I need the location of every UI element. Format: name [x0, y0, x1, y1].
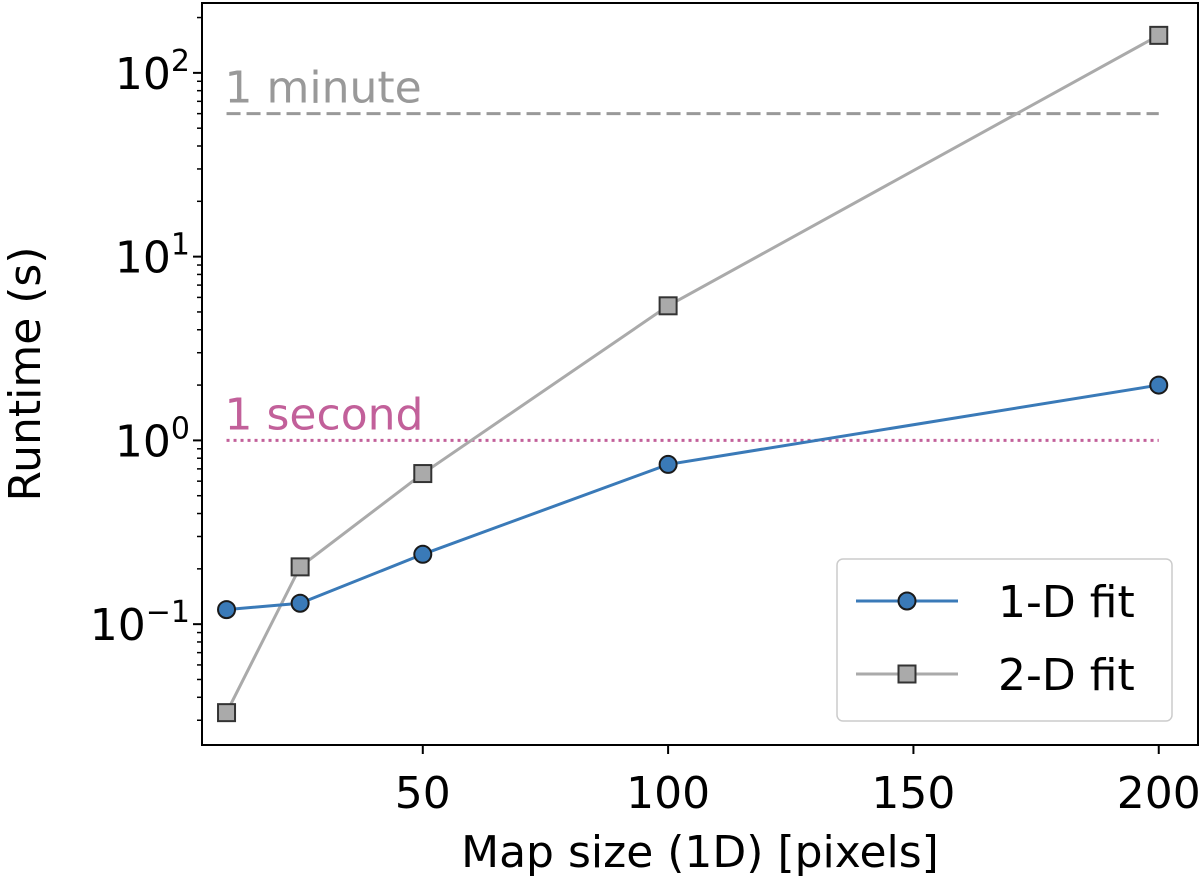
y-tick-label: 10−1	[90, 595, 190, 651]
y-tick-label-exponent: 0	[171, 411, 190, 446]
data-point-circle	[413, 544, 433, 564]
legend: 1-D fit 2-D fit	[836, 558, 1173, 722]
legend-label: 2-D fit	[998, 650, 1135, 701]
series-layer	[217, 25, 1169, 723]
data-point-square	[290, 557, 310, 577]
x-tick-label: 200	[1117, 768, 1200, 819]
x-tick-label: 150	[871, 768, 955, 819]
x-tick-label: 100	[626, 768, 710, 819]
data-point-circle	[1149, 375, 1169, 395]
reference-line-label: 1 minute	[225, 63, 422, 114]
y-tick-label-base: 10	[115, 49, 171, 100]
data-point-square	[217, 703, 237, 723]
data-point-circle	[217, 600, 237, 620]
data-point-square	[413, 464, 433, 484]
data-point-circle	[290, 593, 310, 613]
legend-item: 1-D fit	[856, 577, 1135, 628]
y-axis-label: Runtime (s)	[0, 246, 51, 501]
y-tick-label-exponent: 1	[171, 228, 190, 263]
y-tick-label-base: 10	[90, 600, 146, 651]
data-point-circle	[658, 454, 678, 474]
data-point-square	[658, 296, 678, 316]
reference-line-label: 1 second	[225, 389, 424, 440]
reference-lines: 1 minute 1 second	[225, 63, 1159, 442]
y-tick-label: 102	[115, 44, 190, 100]
legend-item: 2-D fit	[856, 650, 1135, 701]
y-tick-label-base: 10	[115, 233, 171, 284]
x-tick-label: 50	[395, 768, 451, 819]
y-tick-label: 101	[115, 228, 190, 284]
plot-area-frame	[201, 2, 1199, 746]
y-tick-label-base: 10	[115, 416, 171, 467]
data-point-square	[897, 664, 917, 684]
legend-label: 1-D fit	[998, 577, 1135, 628]
y-tick-label: 100	[115, 411, 190, 467]
data-point-circle	[897, 591, 917, 611]
data-point-square	[1149, 25, 1169, 45]
x-axis-label: Map size (1D) [pixels]	[461, 827, 939, 876]
y-tick-label-exponent: 2	[171, 44, 190, 79]
y-tick-label-exponent: −1	[146, 595, 190, 630]
series-2-d-fit	[217, 25, 1169, 723]
series-1-d-fit	[217, 375, 1169, 620]
